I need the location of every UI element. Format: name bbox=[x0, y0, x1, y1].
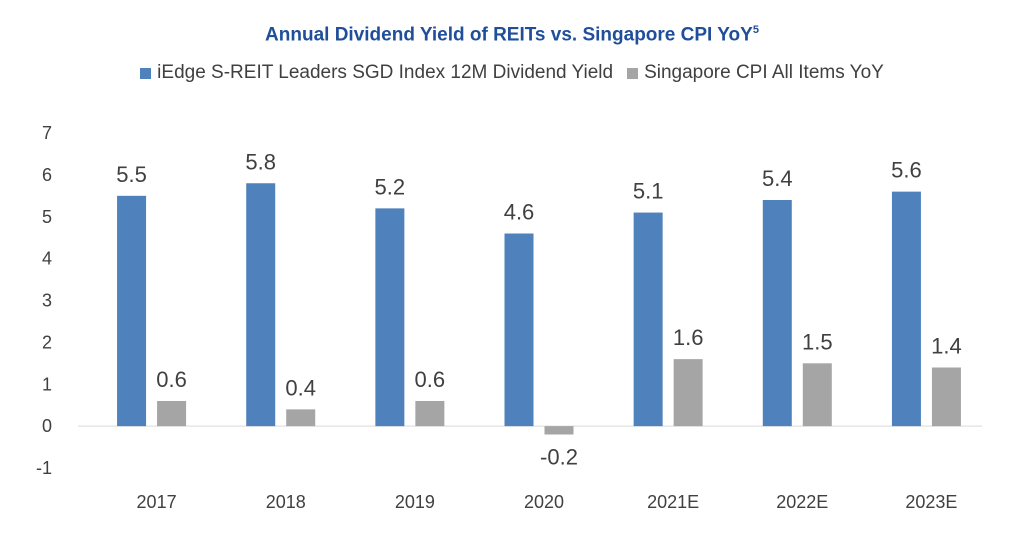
cpi-bar bbox=[931, 367, 961, 427]
y-tick-label: 2 bbox=[42, 332, 52, 352]
legend-item-cpi: Singapore CPI All Items YoY bbox=[627, 62, 884, 84]
dividend-yield-bar bbox=[375, 208, 405, 427]
cpi-bar bbox=[286, 409, 316, 427]
legend-label-cpi: Singapore CPI All Items YoY bbox=[644, 62, 884, 83]
legend-swatch-cpi bbox=[627, 67, 639, 79]
dividend-yield-value-label: 5.1 bbox=[633, 179, 664, 204]
cpi-bar bbox=[544, 426, 574, 435]
y-tick-label: -1 bbox=[36, 458, 52, 478]
chart-title: Annual Dividend Yield of REITs vs. Singa… bbox=[0, 24, 1024, 46]
x-category-label: 2020 bbox=[524, 492, 564, 512]
cpi-bar bbox=[673, 359, 703, 427]
y-tick-label: 0 bbox=[42, 416, 52, 436]
dividend-yield-value-label: 5.5 bbox=[116, 162, 147, 187]
x-category-label: 2023E bbox=[905, 492, 957, 512]
y-tick-label: 6 bbox=[42, 165, 52, 185]
legend-label-dividend-yield: iEdge S-REIT Leaders SGD Index 12M Divid… bbox=[157, 62, 614, 83]
bars bbox=[117, 183, 961, 435]
x-category-label: 2017 bbox=[137, 492, 177, 512]
chart-title-text: Annual Dividend Yield of REITs vs. Singa… bbox=[265, 24, 753, 46]
cpi-bar bbox=[157, 401, 187, 427]
data-labels: 5.5 0.6 5.8 0.4 5.2 0.6 4.6 -0.2 5.1 1.6 5.4 1.5 5.6… bbox=[116, 149, 961, 469]
cpi-bar bbox=[802, 363, 832, 427]
legend-swatch-dividend-yield bbox=[140, 67, 152, 79]
cpi-bar bbox=[415, 401, 445, 427]
y-tick-label: 5 bbox=[42, 207, 52, 227]
dividend-yield-bar bbox=[504, 233, 534, 427]
dividend-yield-value-label: 5.4 bbox=[762, 166, 793, 191]
dividend-yield-bar bbox=[246, 183, 276, 427]
cpi-value-label: 1.4 bbox=[931, 334, 962, 359]
cpi-value-label: 1.6 bbox=[673, 325, 704, 350]
legend-item-dividend-yield: iEdge S-REIT Leaders SGD Index 12M Divid… bbox=[140, 62, 613, 84]
chart-title-superscript: 5 bbox=[752, 24, 759, 36]
y-tick-label: 7 bbox=[42, 123, 52, 143]
x-category-label: 2021E bbox=[647, 492, 699, 512]
y-tick-label: 3 bbox=[42, 291, 52, 311]
y-tick-label: 4 bbox=[42, 249, 52, 269]
cpi-value-label: -0.2 bbox=[540, 445, 578, 470]
cpi-value-label: 1.5 bbox=[802, 329, 833, 354]
cpi-value-label: 0.6 bbox=[156, 367, 187, 392]
dividend-yield-bar bbox=[633, 212, 663, 427]
legend: iEdge S-REIT Leaders SGD Index 12M Divid… bbox=[0, 62, 1024, 84]
dividend-yield-value-label: 4.6 bbox=[504, 200, 535, 225]
x-category-label: 2019 bbox=[395, 492, 435, 512]
dividend-yield-value-label: 5.8 bbox=[245, 149, 276, 174]
dividend-yield-bar bbox=[762, 200, 792, 427]
x-category-label: 2022E bbox=[776, 492, 828, 512]
dividend-yield-bar bbox=[117, 195, 147, 427]
cpi-value-label: 0.6 bbox=[415, 367, 446, 392]
cpi-value-label: 0.4 bbox=[285, 375, 316, 400]
dividend-yield-value-label: 5.6 bbox=[891, 158, 922, 183]
dividend-yield-value-label: 5.2 bbox=[375, 174, 406, 199]
x-category-label: 2018 bbox=[266, 492, 306, 512]
dividend-yield-bar bbox=[891, 191, 921, 427]
y-tick-label: 1 bbox=[42, 374, 52, 394]
